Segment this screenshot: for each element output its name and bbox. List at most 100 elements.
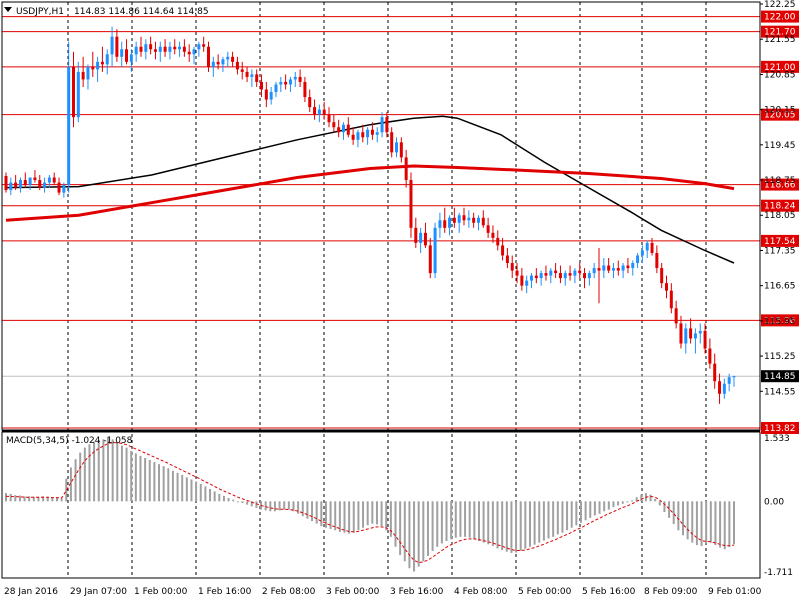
candle-body <box>240 69 244 72</box>
candle-body <box>33 177 37 181</box>
candle-body <box>611 268 615 271</box>
candle-body <box>327 114 331 123</box>
candle-body <box>631 263 635 269</box>
macd-histogram-bar <box>120 445 123 502</box>
candle-body <box>14 182 18 188</box>
candle-body <box>669 290 673 309</box>
candle-body <box>105 54 109 65</box>
macd-histogram-bar <box>79 452 82 502</box>
candle-body <box>626 265 630 269</box>
price-axis-label: 120.85 <box>764 70 796 80</box>
candle-body <box>534 275 538 279</box>
candle-body <box>655 252 659 269</box>
macd-histogram-bar <box>329 501 332 529</box>
macd-histogram-bar <box>69 467 72 502</box>
candle-body <box>192 49 196 55</box>
macd-histogram-bar <box>199 483 202 502</box>
candle-body <box>520 275 524 286</box>
macd-histogram-bar <box>227 498 230 502</box>
candle-body <box>399 142 403 158</box>
level-badge <box>761 10 799 23</box>
chart-menu-triangle-icon[interactable] <box>4 7 12 12</box>
macd-histogram-bar <box>348 501 351 534</box>
candle-body <box>96 61 100 70</box>
time-axis-label: 8 Feb 09:00 <box>644 587 698 597</box>
candle-body <box>448 217 452 228</box>
candle-body <box>539 273 543 279</box>
candle-body <box>476 217 480 223</box>
macd-histogram-bar <box>232 499 235 502</box>
macd-histogram-bar <box>524 501 527 549</box>
macd-histogram-bar <box>83 447 86 502</box>
macd-histogram-bar <box>18 495 21 502</box>
macd-histogram-bar <box>209 488 212 502</box>
macd-histogram-bar <box>681 501 684 536</box>
macd-histogram-bar <box>28 496 31 502</box>
candle-body <box>18 180 22 188</box>
macd-histogram-bar <box>672 501 675 525</box>
candle-body <box>592 268 596 274</box>
candle-body <box>491 232 495 238</box>
macd-histogram-bar <box>32 496 35 502</box>
macd-histogram-bar <box>23 496 26 502</box>
candle-body <box>568 273 572 276</box>
candle-body <box>409 180 413 228</box>
moving-averages <box>5 115 735 264</box>
macd-histogram-bar <box>705 501 708 544</box>
candle-body <box>346 124 350 135</box>
candle-body <box>472 217 476 223</box>
candle-body <box>674 308 678 324</box>
macd-histogram-bar <box>607 501 610 510</box>
time-axis-label: 29 Jan 07:00 <box>70 587 127 597</box>
candle-body <box>636 255 640 264</box>
level-badge <box>761 108 799 121</box>
candle-body <box>501 245 505 256</box>
macd-histogram-bar <box>719 501 722 548</box>
macd-histogram-bar <box>46 497 49 502</box>
level-label: 122.00 <box>764 13 796 23</box>
macd-histogram-bar <box>473 501 476 540</box>
level-label: 121.70 <box>764 28 796 38</box>
level-badge <box>761 178 799 191</box>
candle-body <box>554 270 558 274</box>
macd-histogram-bar <box>579 501 582 523</box>
macd-histogram-bar <box>107 437 110 502</box>
current-price-badge <box>761 370 799 383</box>
candle-body <box>510 263 514 271</box>
candle-body <box>390 132 394 153</box>
level-badge <box>761 199 799 212</box>
macd-histogram-bar <box>640 494 643 502</box>
candle-body <box>703 330 707 349</box>
macd-histogram-bar <box>621 501 624 504</box>
macd-histogram-bar <box>134 453 137 502</box>
macd-histogram-bar <box>352 501 355 533</box>
candle-body <box>264 89 268 100</box>
macd-histogram-bar <box>241 501 244 503</box>
macd-histogram-bar <box>413 501 416 572</box>
macd-histogram-bar <box>56 498 59 502</box>
candle-body <box>356 132 360 140</box>
price-axis-label: 119.45 <box>764 141 796 151</box>
candle-body <box>679 323 683 344</box>
macd-histogram-bar <box>510 501 513 553</box>
candle-body <box>120 49 124 57</box>
macd-histogram-bar <box>158 464 161 502</box>
macd-histogram-bar <box>74 459 77 502</box>
macd-histogram-bar <box>440 501 443 544</box>
macd-histogram-bar <box>668 501 671 518</box>
level-badge <box>761 60 799 73</box>
candle-body <box>496 237 500 246</box>
candle-body <box>38 180 42 188</box>
level-label: 115.96 <box>764 316 796 326</box>
macd-histogram-bar <box>533 501 536 545</box>
macd-histogram-bar <box>287 501 290 510</box>
candle-body <box>115 36 119 57</box>
macd-histogram-bar <box>454 501 457 538</box>
candle-body <box>525 280 529 286</box>
macd-histogram-bar <box>125 447 128 502</box>
candle-body <box>602 265 606 271</box>
macd-histogram-bar <box>236 501 239 503</box>
level-badge <box>761 422 799 434</box>
candle-body <box>337 127 341 133</box>
macd-histogram-bar <box>315 501 318 524</box>
